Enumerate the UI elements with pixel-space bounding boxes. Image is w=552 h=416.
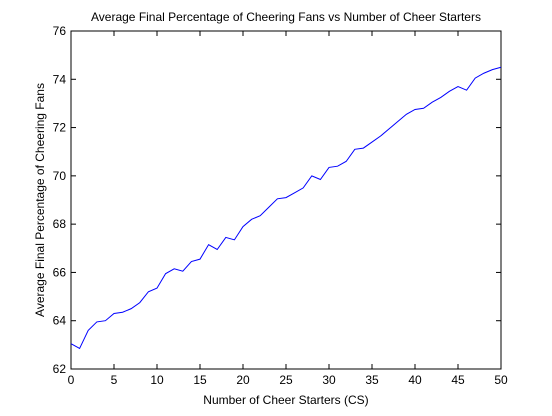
x-axis-title: Number of Cheer Starters (CS) [203, 393, 368, 407]
chart-title: Average Final Percentage of Cheering Fan… [91, 10, 481, 24]
y-axis-title: Average Final Percentage of Cheering Fan… [33, 83, 47, 317]
y-tick-label: 62 [53, 362, 67, 376]
y-tick-label: 76 [53, 24, 67, 38]
series-line [70, 66, 502, 350]
plot-area [70, 30, 502, 370]
y-tick-label: 72 [53, 121, 67, 135]
y-tick-label: 68 [53, 217, 67, 231]
x-tick-label: 35 [365, 373, 379, 387]
x-tick-label: 15 [193, 373, 207, 387]
y-tick-label: 74 [53, 72, 67, 86]
x-tick-label: 40 [408, 373, 422, 387]
y-tick-label: 70 [53, 169, 67, 183]
x-tick-label: 5 [111, 373, 118, 387]
x-tick-label: 30 [322, 373, 336, 387]
x-tick-label: 0 [68, 373, 75, 387]
x-tick-label: 25 [279, 373, 293, 387]
x-tick-label: 10 [150, 373, 164, 387]
x-tick-label: 45 [451, 373, 465, 387]
x-tick-label: 20 [236, 373, 250, 387]
y-tick-label: 64 [53, 314, 67, 328]
y-tick-label: 66 [53, 265, 67, 279]
x-axis-ticks: 0 5 10 15 20 25 30 35 40 45 50 [68, 31, 508, 387]
y-axis-ticks: 62 64 66 68 70 72 74 76 [53, 24, 501, 376]
x-tick-label: 50 [494, 373, 508, 387]
